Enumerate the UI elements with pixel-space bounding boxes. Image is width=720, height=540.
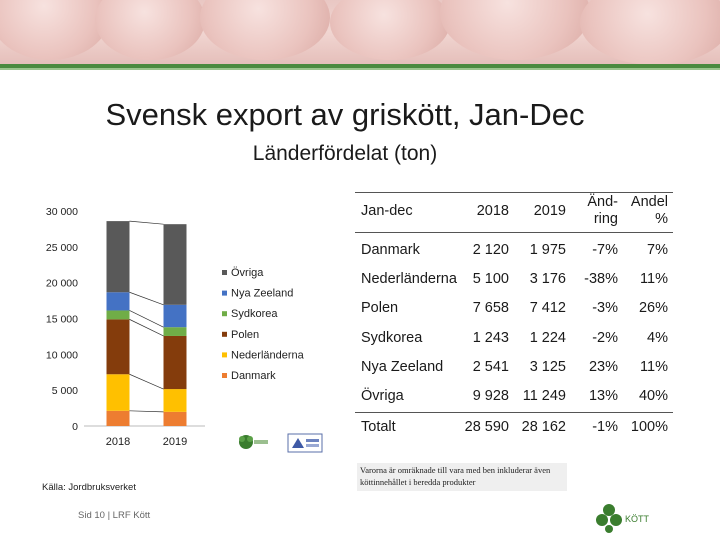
- x-tick-label: 2018: [106, 436, 130, 448]
- table-total-cell: 28 162: [521, 419, 566, 435]
- slide-title: Svensk export av griskött, Jan-Dec: [105, 97, 585, 132]
- table-cell: 26%: [638, 300, 668, 317]
- table-cell: 11 249: [522, 388, 566, 404]
- lrf-kott-logo: KÖTT: [596, 504, 650, 533]
- bar-segment: [163, 304, 187, 328]
- table-total-cell: Totalt: [361, 419, 396, 435]
- table-cell: 40%: [638, 388, 668, 404]
- partner-badge-logo: [287, 433, 323, 453]
- table-cell: -38%: [584, 271, 618, 288]
- table-total-cell: -1%: [592, 419, 618, 435]
- table-cell: 7 658: [472, 300, 509, 317]
- table-cell: 7%: [647, 242, 668, 258]
- legend-label: Danmark: [231, 370, 276, 382]
- x-tick-label: 2019: [163, 436, 187, 448]
- legend-swatch: [222, 311, 227, 317]
- bar-segment: [163, 224, 187, 305]
- table-cell: 11%: [640, 358, 668, 375]
- table-total-cell: 28 590: [464, 419, 509, 435]
- table-cell: 1 243: [472, 329, 509, 346]
- legend-swatch: [222, 270, 227, 275]
- page-footer: Sid 10 | LRF Kött: [78, 510, 151, 521]
- table-cell: 2 120: [472, 242, 509, 258]
- table-cell: 7 412: [529, 300, 566, 317]
- table-cell: Danmark: [361, 242, 420, 258]
- series-line: [129, 220, 164, 225]
- table-cell: Nederländerna: [361, 271, 457, 288]
- bar-segment: [163, 411, 187, 426]
- source-label: Källa: Jordbruksverket: [42, 482, 136, 493]
- legend-label: Nederländerna: [231, 349, 305, 361]
- table-cell: 2 541: [472, 358, 509, 375]
- bar-segment: [106, 310, 130, 320]
- table-cell: Sydkorea: [361, 329, 423, 346]
- table-header-cell: 2018: [476, 203, 509, 219]
- table-cell: Polen: [361, 300, 399, 317]
- table-header-cell: Andel %: [630, 194, 668, 227]
- conversion-note: Varorna är omräknade till vara med ben i…: [357, 463, 567, 491]
- series-line: [129, 319, 164, 337]
- table-header-cell: Änd- ring: [587, 194, 618, 227]
- bar-segment: [106, 319, 130, 375]
- stacked-bar-chart: 0 5 000 10 000 15 000 20 000 25 000 30 000 2018…: [46, 206, 305, 448]
- y-tick-label: 5 000: [52, 385, 78, 397]
- bar-segment: [106, 410, 130, 426]
- banner-divider-light: [0, 68, 720, 70]
- table-cell: -2%: [592, 329, 618, 346]
- table-cell: Nya Zeeland: [361, 358, 444, 375]
- bar-segment: [106, 374, 130, 411]
- legend-label: Nya Zeeland: [231, 288, 293, 300]
- table-header-cell: 2019: [533, 203, 566, 219]
- series-line: [129, 310, 164, 328]
- table-total-rule: [355, 412, 673, 413]
- y-tick-label: 30 000: [46, 206, 78, 218]
- legend-swatch: [222, 331, 227, 337]
- table-cell: 4%: [647, 329, 668, 346]
- table-cell: 23%: [588, 358, 618, 375]
- table-cell: 3 125: [529, 358, 566, 375]
- table-cell: -3%: [592, 300, 618, 317]
- legend-swatch: [222, 352, 227, 358]
- lrf-kott-small-logo: [239, 435, 268, 449]
- series-line: [129, 410, 164, 413]
- table-total-cell: 100%: [630, 419, 668, 435]
- table-top-rule: [355, 192, 673, 193]
- table-header-cell: Jan-dec: [361, 203, 413, 219]
- table-cell: 3 176: [529, 271, 566, 288]
- bar-segment: [106, 292, 130, 311]
- bar-segment: [163, 335, 187, 390]
- table-header-rule: [355, 232, 673, 233]
- y-tick-label: 15 000: [46, 314, 78, 326]
- series-line: [129, 373, 164, 390]
- table-cell: 13%: [588, 388, 618, 404]
- table-cell: 9 928: [472, 388, 509, 404]
- legend-swatch: [222, 373, 227, 378]
- table-cell: Övriga: [361, 388, 404, 404]
- bar-segment: [163, 389, 187, 412]
- bar-segment: [106, 221, 130, 293]
- table-cell: 1 224: [529, 329, 566, 346]
- banner-divider: [0, 64, 720, 68]
- legend-swatch: [222, 290, 227, 296]
- partner-logos: [239, 433, 323, 453]
- series-line: [129, 291, 164, 306]
- slide-subtitle: Länderfördelat (ton): [252, 142, 438, 165]
- y-tick-label: 10 000: [46, 349, 78, 361]
- table-cell: 11%: [640, 271, 668, 288]
- y-tick-label: 0: [72, 421, 78, 433]
- table-cell: 5 100: [472, 271, 509, 288]
- table-cell: 1 975: [529, 242, 566, 258]
- table-cell: -7%: [592, 242, 618, 258]
- header-banner-photo: [0, 0, 720, 70]
- legend-label: Polen: [231, 329, 259, 341]
- y-tick-label: 20 000: [46, 278, 78, 290]
- bar-segment: [163, 327, 187, 336]
- y-tick-label: 25 000: [46, 242, 78, 254]
- legend-label: Övriga: [231, 267, 264, 279]
- legend-label: Sydkorea: [231, 308, 278, 320]
- logo-wordmark: KÖTT: [625, 514, 650, 524]
